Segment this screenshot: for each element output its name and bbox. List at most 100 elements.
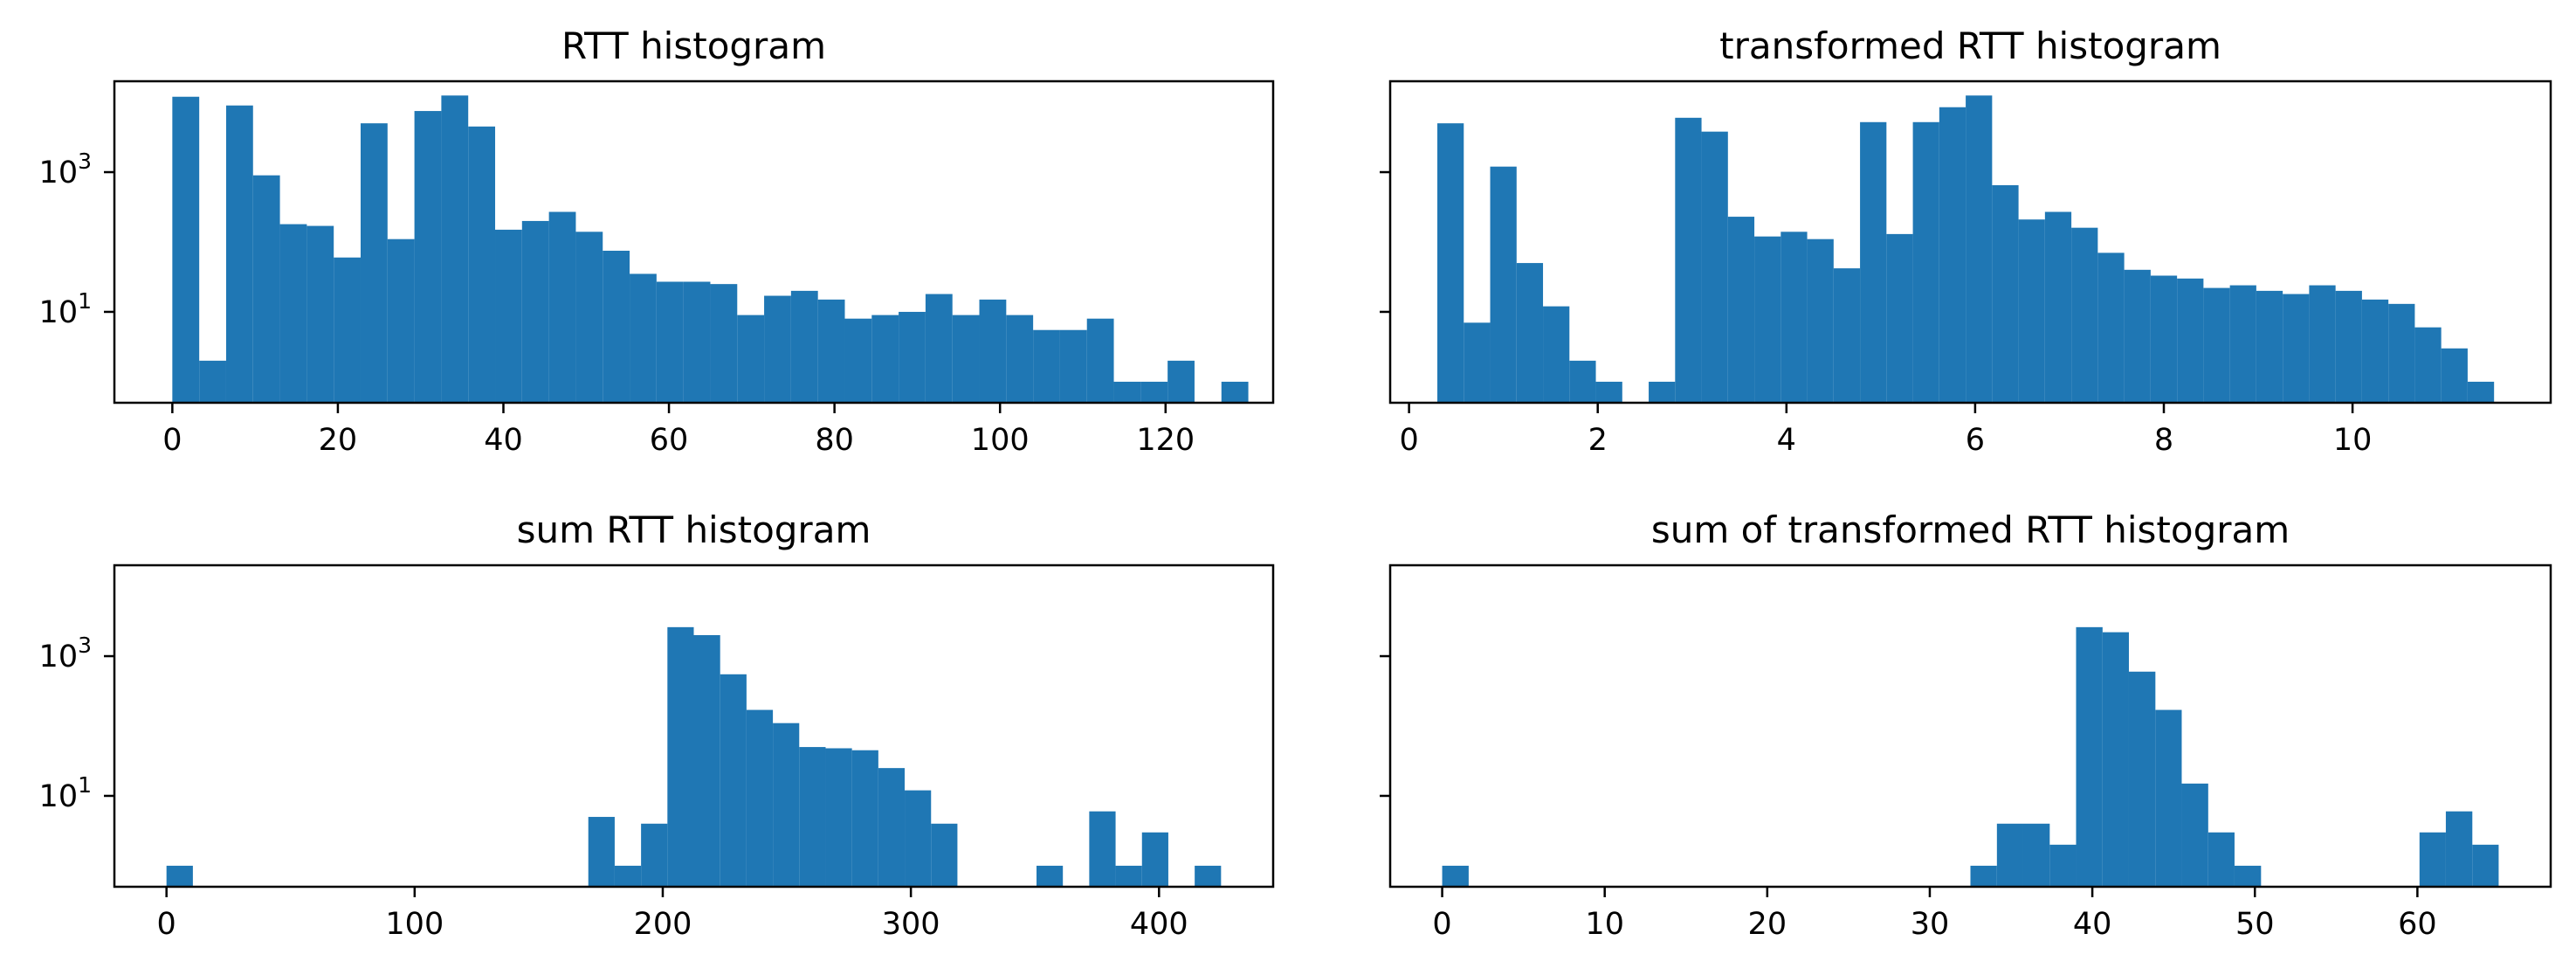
x-tick-label: 100 — [971, 423, 1030, 458]
histogram-bar — [1113, 381, 1141, 403]
histogram-bar — [1992, 185, 2019, 403]
x-tick-label: 40 — [484, 423, 523, 458]
histogram-bar — [1464, 322, 1491, 403]
histogram-bar — [773, 723, 800, 887]
histogram-bar — [693, 634, 720, 887]
histogram-bar — [1543, 306, 1570, 403]
histogram-bar — [844, 318, 872, 403]
histogram-bar — [2419, 832, 2446, 887]
x-tick-label: 40 — [2073, 907, 2112, 942]
histogram-bar — [2441, 348, 2468, 403]
histogram-bar — [1675, 117, 1702, 403]
histogram-bar — [2283, 294, 2310, 403]
histogram-bar — [630, 273, 657, 403]
histogram-bar — [1086, 318, 1114, 403]
y-tick-label: 101 — [39, 288, 92, 330]
histogram-bar — [2361, 299, 2389, 403]
histogram-bar — [1886, 233, 1913, 403]
histogram-bar — [2414, 327, 2442, 403]
x-tick-label: 50 — [2235, 907, 2275, 942]
sum-rtt-histogram-panel: sum RTT histogram 0 100 200 300 400 101 103 — [39, 508, 1275, 942]
x-tick-label: 10 — [1585, 907, 1624, 942]
x-tick-label: 200 — [634, 907, 692, 942]
transformed-rtt-histogram-panel: transformed RTT histogram 0 2 4 6 8 10 — [1380, 24, 2552, 458]
histogram-bar — [2044, 211, 2072, 403]
histogram-bar — [2102, 632, 2129, 887]
histogram-bar — [225, 105, 253, 403]
x-tick-label: 8 — [2154, 423, 2173, 458]
histogram-bar — [2124, 269, 2151, 403]
histogram-bar — [825, 748, 852, 887]
histogram-bar — [799, 747, 826, 887]
histogram-bar — [1442, 865, 1469, 887]
histogram-bar — [1167, 360, 1195, 403]
histogram-bar — [1033, 329, 1060, 403]
histogram-bar — [2076, 626, 2103, 887]
histogram-bar — [710, 284, 738, 403]
histogram-bar — [1780, 232, 1808, 403]
histogram-bar — [1701, 131, 1728, 404]
histogram-bar — [575, 232, 603, 403]
histogram-bar — [1195, 865, 1222, 887]
histogram-bar — [2234, 865, 2262, 887]
x-tick-label: 0 — [1399, 423, 1418, 458]
histogram-bar — [979, 299, 1007, 403]
histogram-bar — [899, 311, 926, 403]
sum-rtt-histogram-title: sum RTT histogram — [517, 508, 871, 551]
axes-frame — [1388, 80, 2552, 405]
x-tick-label: 4 — [1777, 423, 1796, 458]
histogram-bar — [871, 315, 899, 403]
histogram-bar — [2445, 811, 2473, 887]
histogram-bar — [1115, 865, 1142, 887]
histogram-bar — [737, 315, 765, 403]
histogram-bar — [1059, 329, 1087, 403]
x-tick-label: 300 — [882, 907, 940, 942]
histogram-bar — [1939, 107, 1966, 403]
x-tick-label: 20 — [1748, 907, 1787, 942]
histogram-bar — [1860, 121, 1887, 403]
histogram-bar — [603, 250, 630, 403]
histogram-bar — [2229, 285, 2256, 403]
x-tick-label: 400 — [1130, 907, 1188, 942]
histogram-bar — [1437, 123, 1464, 403]
histogram-bar — [2150, 275, 2178, 403]
histogram-bar — [1970, 865, 1997, 887]
histogram-bar — [360, 123, 388, 403]
axes-frame — [113, 80, 1275, 405]
histogram-bar — [166, 865, 193, 887]
transformed-rtt-histogram-title: transformed RTT histogram — [1719, 24, 2221, 67]
histogram-bar — [2467, 381, 2495, 403]
histogram-bar — [334, 257, 361, 403]
x-tick-label: 0 — [157, 907, 176, 942]
histogram-bar — [548, 211, 576, 403]
histogram-bar — [279, 224, 307, 403]
histogram-bar — [2472, 844, 2499, 887]
histogram-bar — [667, 626, 694, 887]
histogram-bar — [2128, 671, 2156, 887]
histogram-bar — [495, 229, 522, 403]
histogram-bar — [1089, 811, 1116, 887]
histogram-bar — [1833, 268, 1861, 403]
histogram-bar — [2335, 290, 2362, 403]
x-tick-label: 60 — [650, 423, 689, 458]
histogram-bar — [851, 750, 878, 887]
histogram-bar — [307, 225, 334, 403]
x-tick-label: 80 — [815, 423, 854, 458]
x-tick-label: 20 — [319, 423, 358, 458]
y-tick-label: 101 — [39, 772, 92, 814]
sum-transformed-rtt-histogram-panel: sum of transformed RTT histogram 0 10 20 30… — [1380, 508, 2552, 942]
x-tick-label: 0 — [162, 423, 182, 458]
histogram-bar — [2208, 832, 2235, 887]
histogram-bar — [2018, 219, 2045, 403]
histogram-bar — [1996, 823, 2023, 887]
histogram-bar — [2388, 303, 2415, 403]
histogram-bar — [746, 709, 774, 887]
histogram-bar — [925, 294, 953, 403]
histogram-bar — [1649, 381, 1676, 403]
histogram-bar — [764, 295, 791, 403]
histogram-bar — [588, 817, 615, 887]
histogram-bar — [2097, 252, 2125, 403]
histogram-bar — [905, 790, 932, 887]
sum-transformed-rtt-histogram-title: sum of transformed RTT histogram — [1651, 508, 2290, 551]
x-tick-label: 0 — [1432, 907, 1451, 942]
